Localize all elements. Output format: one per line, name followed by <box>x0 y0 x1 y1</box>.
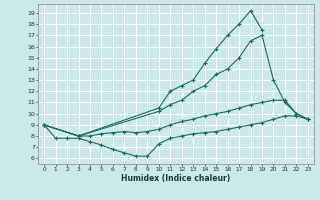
X-axis label: Humidex (Indice chaleur): Humidex (Indice chaleur) <box>121 174 231 183</box>
